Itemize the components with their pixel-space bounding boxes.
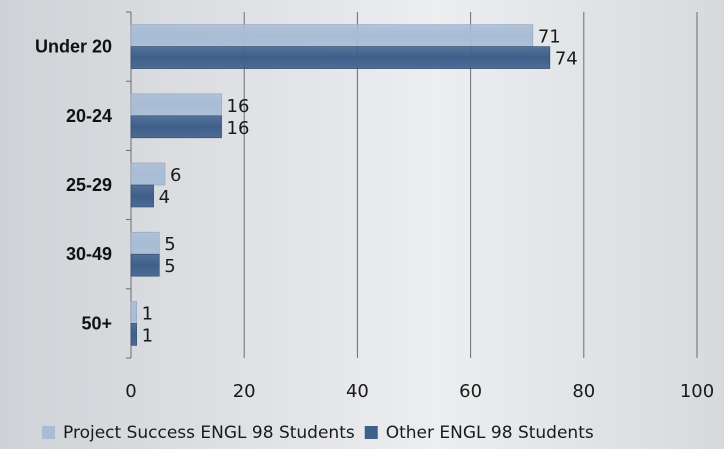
category-label: 25-29 <box>66 175 112 195</box>
legend-label: Project Success ENGL 98 Students <box>63 423 355 443</box>
x-tick-label: 80 <box>572 381 595 402</box>
legend-swatch <box>364 426 378 439</box>
legend-swatch <box>42 426 55 439</box>
x-tick-label: 100 <box>680 381 714 402</box>
bar <box>130 301 137 324</box>
bar <box>130 323 137 346</box>
x-tick-label: 40 <box>346 381 369 402</box>
bar <box>130 162 166 186</box>
data-label: 5 <box>164 256 175 277</box>
bar <box>130 93 222 117</box>
legend-label: Other ENGL 98 Students <box>386 423 594 443</box>
category-label: Under 20 <box>35 37 112 57</box>
x-tick-label: 20 <box>233 381 256 402</box>
category-label: 30-49 <box>66 244 112 264</box>
legend: Project Success ENGL 98 Students Other EN… <box>42 423 594 443</box>
gridlines <box>126 11 698 359</box>
bar <box>130 231 160 255</box>
data-label: 4 <box>159 187 170 208</box>
category-labels: Under 20 20-24 25-29 30-49 50+ <box>35 37 112 334</box>
bar <box>130 184 154 208</box>
x-tick-labels: 0 20 40 60 80 100 <box>125 381 714 402</box>
category-label: 20-24 <box>66 106 112 126</box>
bar <box>130 24 534 47</box>
x-tick-label: 60 <box>459 381 482 402</box>
x-tick-label: 0 <box>125 381 136 402</box>
bar <box>130 253 160 277</box>
data-label: 6 <box>170 165 181 186</box>
data-label: 5 <box>164 234 175 255</box>
data-label: 16 <box>227 96 250 117</box>
bar <box>130 115 222 139</box>
data-label: 71 <box>538 27 561 48</box>
data-label: 1 <box>142 325 153 346</box>
category-label: 50+ <box>81 313 112 333</box>
data-label: 16 <box>227 118 250 139</box>
bar <box>130 46 551 69</box>
data-label: 74 <box>555 49 578 70</box>
data-label: 1 <box>142 303 153 324</box>
